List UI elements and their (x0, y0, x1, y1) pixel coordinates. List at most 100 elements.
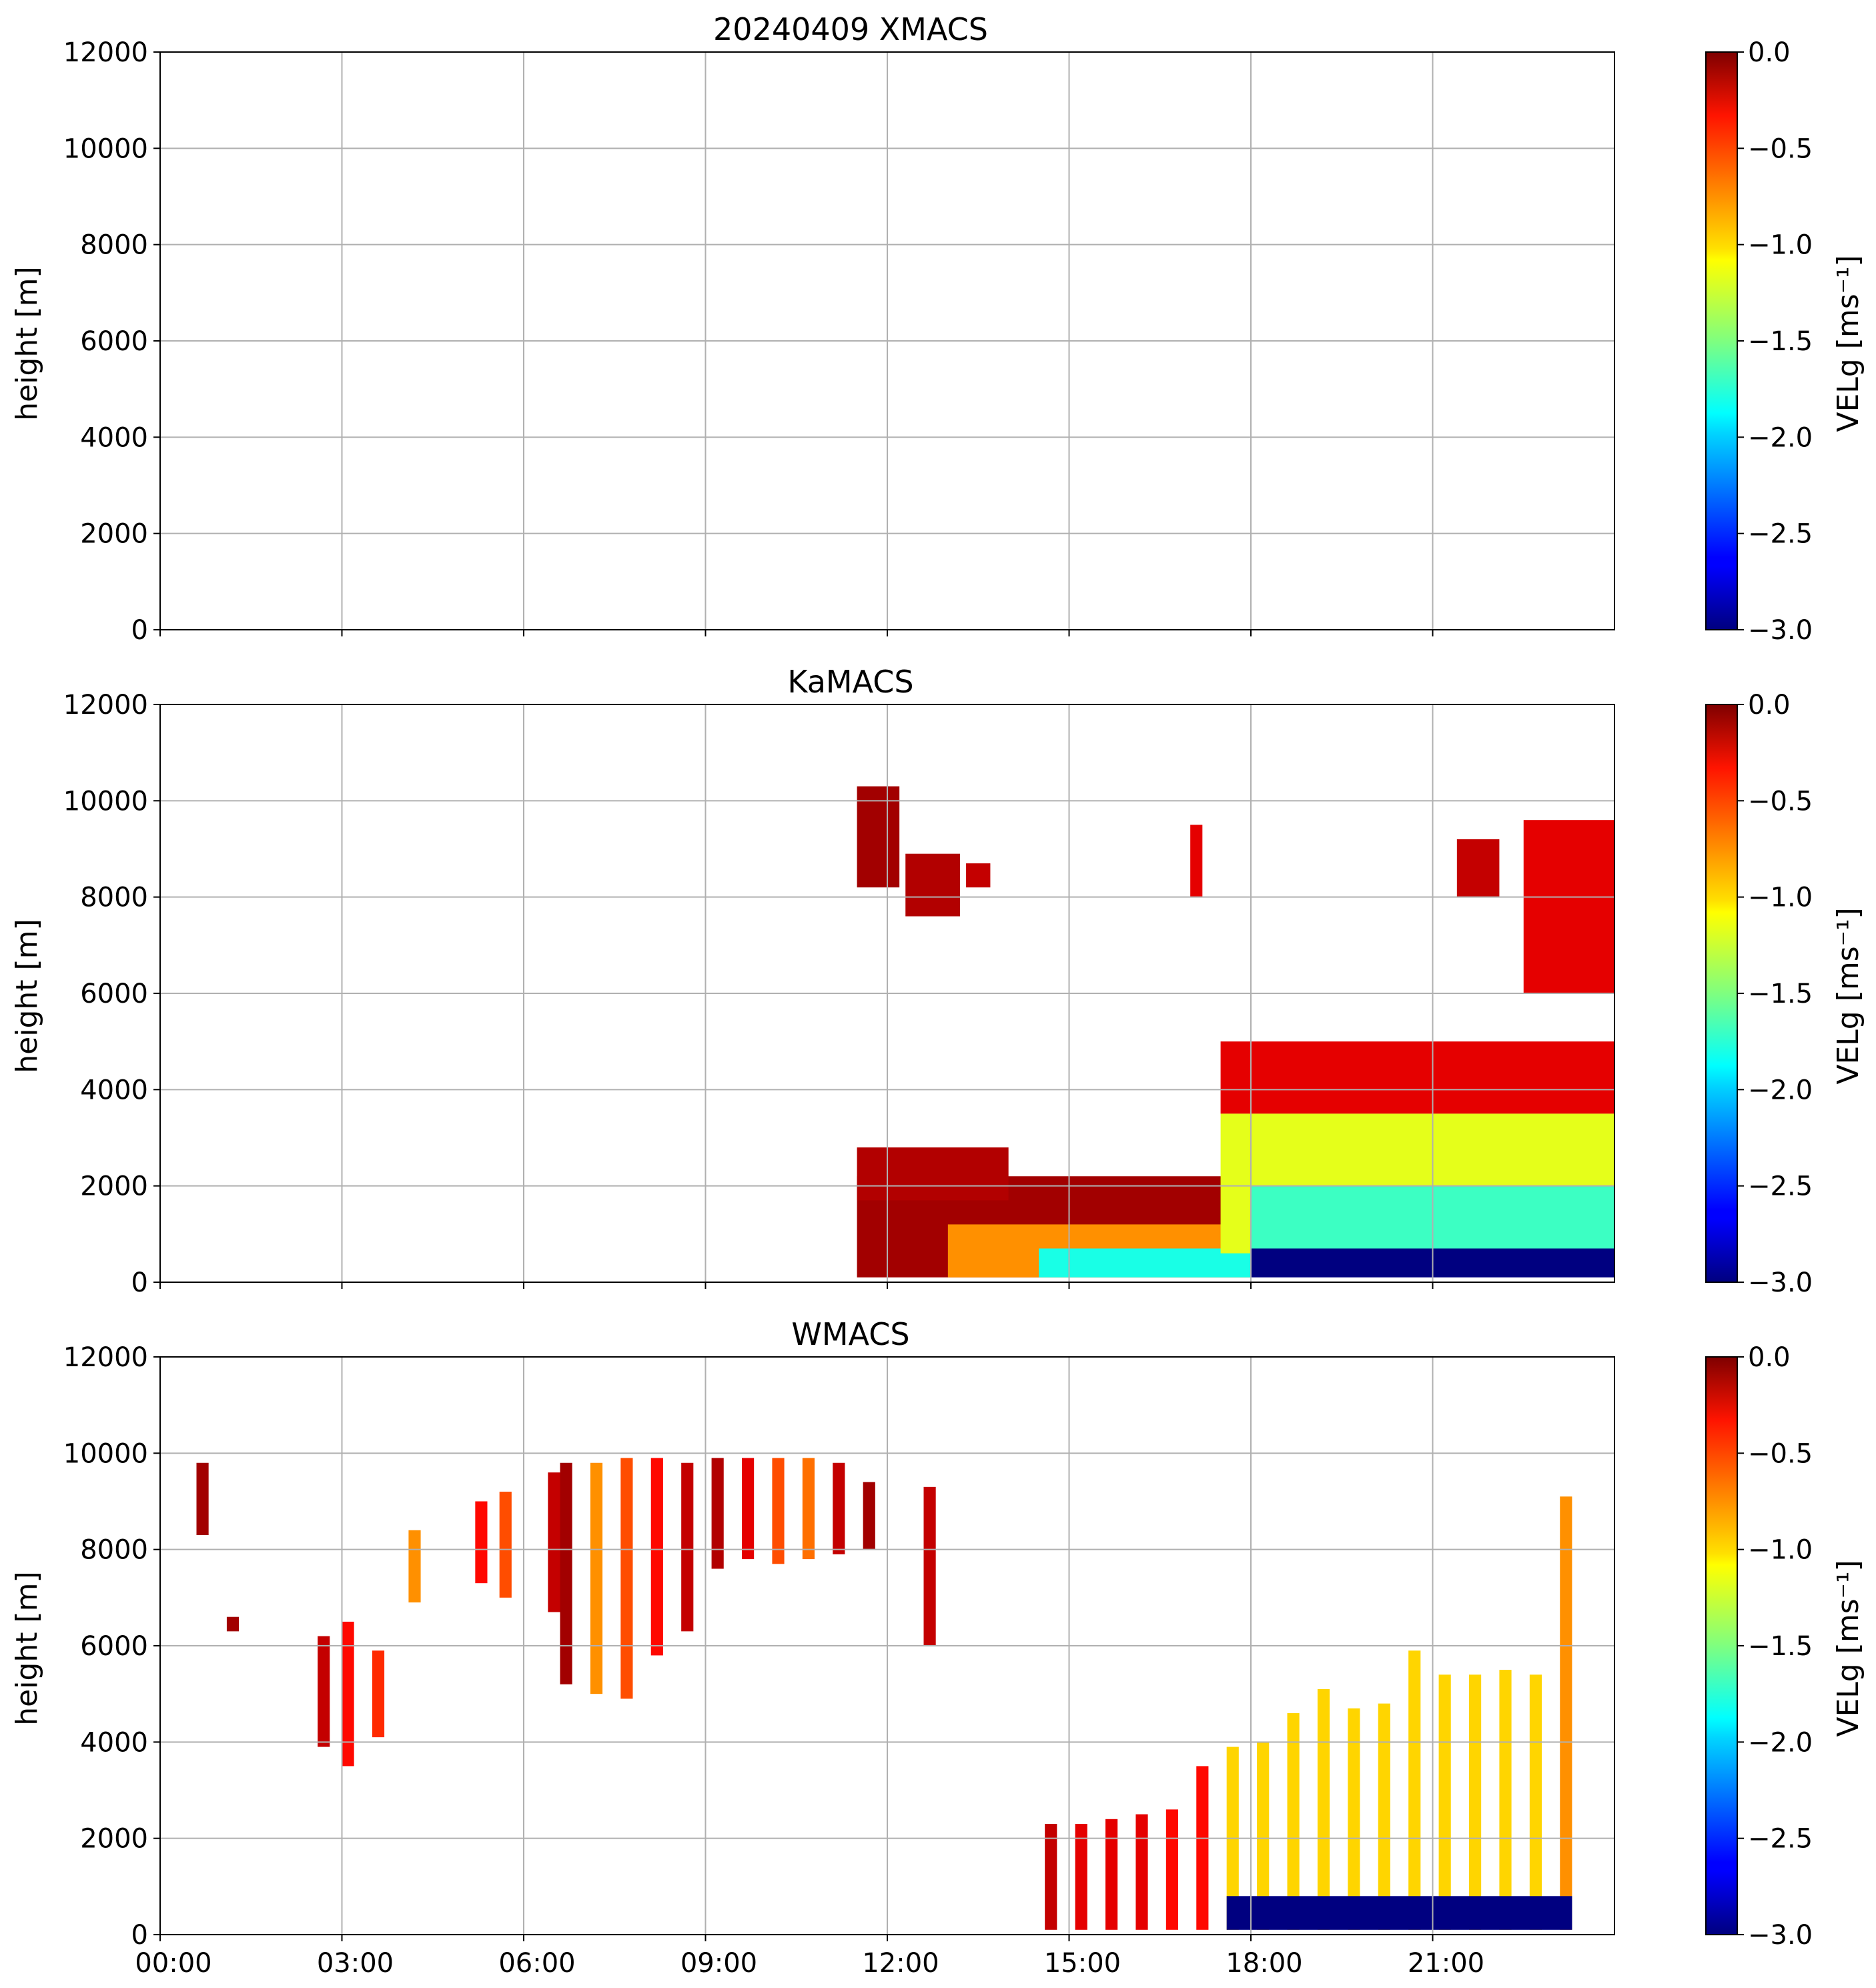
data-cell (1499, 1670, 1512, 1930)
y-tick-label: 4000 (80, 1727, 148, 1758)
x-tick-label: 03:00 (317, 1948, 394, 1979)
data-cell (560, 1462, 572, 1684)
panel-title: 20240409 XMACS (713, 11, 988, 47)
data-cell (1560, 1496, 1572, 1930)
colorbar-tick-label: −0.5 (1748, 1438, 1813, 1469)
y-tick-label: 12000 (63, 37, 148, 68)
colorbar-tick-label: −3.0 (1748, 1268, 1813, 1298)
y-tick-label: 8000 (80, 1535, 148, 1566)
data-cell (1378, 1703, 1390, 1930)
data-cell (1226, 1896, 1572, 1930)
data-cell (1456, 839, 1500, 897)
y-tick-label: 0 (131, 615, 148, 646)
data-cell (1105, 1819, 1118, 1930)
data-cell (475, 1501, 488, 1584)
y-tick-label: 0 (131, 1920, 148, 1951)
data-cell (742, 1458, 755, 1560)
colorbar-label: VELg [ms⁻¹] (1831, 907, 1865, 1084)
data-cell (1438, 1674, 1451, 1930)
y-tick-label: 8000 (80, 230, 148, 261)
colorbar-tick-label: −0.5 (1748, 786, 1813, 817)
data-cell (1529, 1674, 1542, 1930)
data-cell (905, 853, 960, 917)
x-tick-label: 18:00 (1226, 1948, 1302, 1979)
y-tick-label: 4000 (80, 1075, 148, 1105)
y-tick-label: 10000 (63, 133, 148, 164)
y-axis-label: height [m] (10, 1571, 44, 1725)
data-cell (620, 1458, 633, 1699)
y-tick-label: 0 (131, 1268, 148, 1298)
data-cell (499, 1492, 512, 1598)
y-tick-label: 2000 (80, 519, 148, 550)
colorbar-tick-label: −1.0 (1748, 230, 1813, 261)
data-cell (372, 1650, 385, 1738)
y-tick-label: 8000 (80, 883, 148, 913)
colorbar-tick-label: −3.0 (1748, 1920, 1813, 1951)
colorbar-tick-label: −2.0 (1748, 1727, 1813, 1758)
colorbar (1705, 1356, 1738, 1935)
colorbar-tick-label: 0.0 (1748, 1342, 1791, 1373)
data-cell (590, 1462, 603, 1694)
data-cell (1287, 1713, 1300, 1930)
colorbar-label: VELg [ms⁻¹] (1831, 255, 1865, 432)
data-cell (1469, 1674, 1482, 1930)
data-cell (1408, 1650, 1421, 1930)
y-tick-label: 2000 (80, 1824, 148, 1855)
data-cell (923, 1486, 936, 1646)
data-cell (1196, 1766, 1209, 1930)
data-cell (1039, 1248, 1251, 1278)
x-tick-label: 12:00 (862, 1948, 939, 1979)
y-axis-label: height [m] (10, 919, 44, 1073)
data-cell (1220, 1041, 1614, 1114)
colorbar-tick-label: −2.0 (1748, 1075, 1813, 1105)
data-cell (1165, 1809, 1178, 1930)
data-cell (548, 1472, 560, 1612)
xmacs-panel: 20240409 XMACS 0 2000 4000 6000 8000 10000 120… (10, 11, 1865, 646)
data-cell (711, 1458, 724, 1569)
colorbar-tick-label: −2.5 (1748, 1824, 1813, 1855)
colorbar-tick-label: −1.0 (1748, 1535, 1813, 1566)
data-cell (833, 1462, 845, 1554)
x-tick-label: 15:00 (1044, 1948, 1121, 1979)
data-cell (1045, 1824, 1057, 1930)
y-tick-label: 6000 (80, 1631, 148, 1662)
data-cell (1135, 1814, 1148, 1930)
y-tick-label: 10000 (63, 1438, 148, 1469)
data-cell (1317, 1688, 1330, 1930)
colorbar-tick-label: 0.0 (1748, 37, 1791, 68)
data-cell (802, 1458, 815, 1560)
wmacs-panel: WMACS 0 2000 4000 6000 8000 10000 12000 00:00 03… (10, 1316, 1865, 1979)
data-cell (1190, 825, 1203, 897)
colorbar-tick-label: −1.0 (1748, 883, 1813, 913)
colorbar-tick-label: −0.5 (1748, 133, 1813, 164)
y-tick-label: 10000 (63, 786, 148, 817)
colorbar-tick-label: −2.0 (1748, 422, 1813, 453)
data-cell (863, 1482, 875, 1550)
data-cell (772, 1458, 785, 1564)
x-tick-label: 09:00 (680, 1948, 757, 1979)
y-tick-label: 6000 (80, 326, 148, 357)
y-tick-label: 2000 (80, 1171, 148, 1202)
colorbar-tick-label: −1.5 (1748, 326, 1813, 357)
data-cell (966, 863, 991, 888)
data-cell (1257, 1742, 1270, 1930)
panel-title: WMACS (791, 1316, 909, 1352)
data-cell (1523, 820, 1614, 993)
data-cell (681, 1462, 694, 1632)
colorbar-tick-label: 0.0 (1748, 690, 1791, 720)
data-cell (196, 1462, 209, 1536)
data-cell (342, 1621, 354, 1767)
colorbar-tick-label: −1.5 (1748, 979, 1813, 1009)
x-tick-label: 00:00 (135, 1948, 211, 1979)
colorbar-tick-label: −2.5 (1748, 519, 1813, 550)
colorbar (1705, 704, 1738, 1283)
kamacs-panel: KaMACS 0 2000 4000 6000 8000 10000 12000 heigh… (10, 664, 1865, 1298)
colorbar (1705, 51, 1738, 630)
colorbar-tick-label: −2.5 (1748, 1171, 1813, 1202)
y-axis-label: height [m] (10, 266, 44, 420)
data-cell (408, 1530, 421, 1603)
colorbar-label: VELg [ms⁻¹] (1831, 1560, 1865, 1736)
colorbar-tick-label: −3.0 (1748, 615, 1813, 646)
panel-title: KaMACS (787, 664, 913, 700)
